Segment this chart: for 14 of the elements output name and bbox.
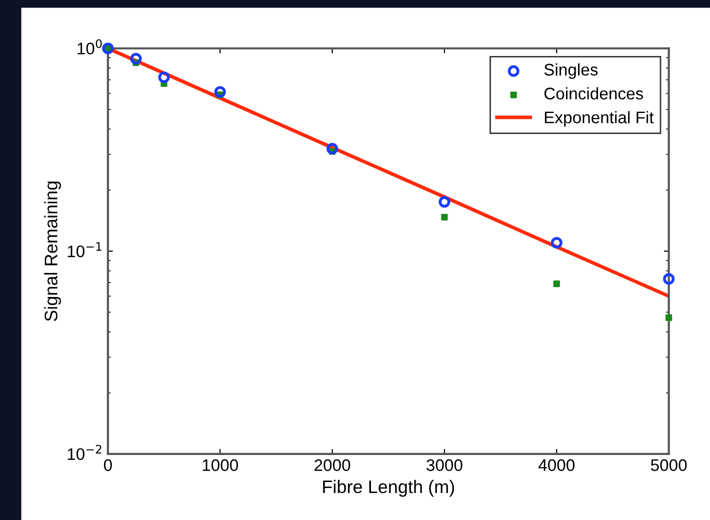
y-tick-label: 10$^{0}$: [78, 39, 102, 54]
x-tick-label: 2000: [314, 459, 350, 472]
x-tick-label: 0: [104, 459, 112, 472]
x-tick-label: 1000: [202, 459, 238, 472]
legend-label: Coincidences: [544, 87, 644, 100]
x-tick-label: 5000: [650, 459, 687, 472]
y-axis-title: Signal Remaining: [44, 182, 62, 322]
y-tick-label: 10$^{−2}$: [68, 444, 102, 460]
y-tick-label: 10$^{−1}$: [68, 242, 102, 258]
x-tick-label: 3000: [426, 459, 462, 472]
x-axis-title: Fibre Length (m): [323, 480, 454, 497]
legend-label: Exponential Fit: [544, 111, 654, 127]
legend-label: Singles: [544, 63, 598, 79]
x-tick-label: 4000: [538, 459, 575, 472]
